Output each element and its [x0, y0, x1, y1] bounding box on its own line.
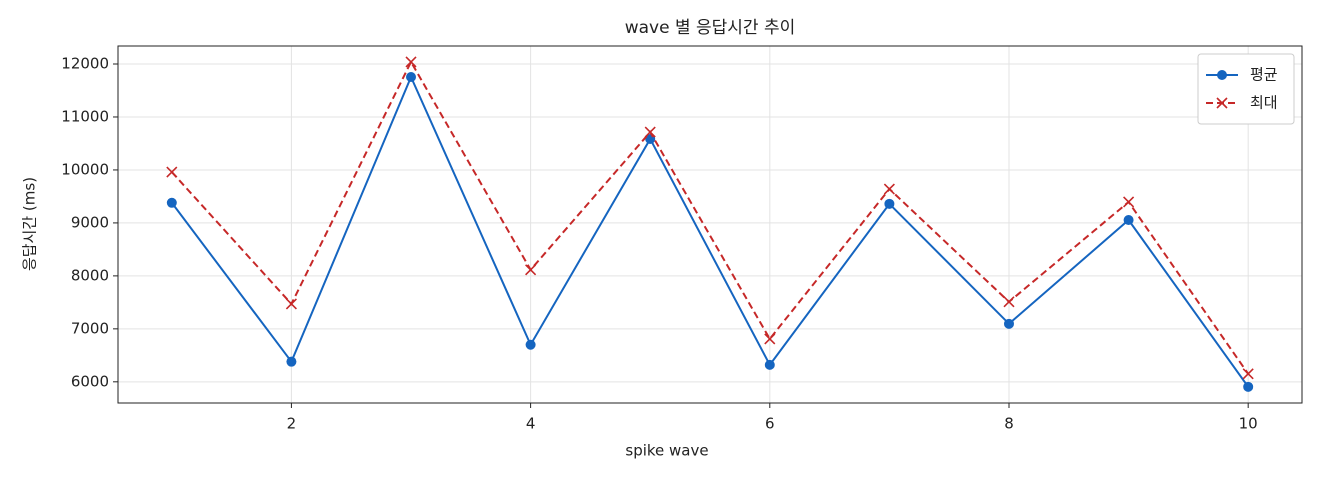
point [1003, 318, 1014, 329]
point [525, 339, 536, 350]
x-tick-label: 6 [765, 415, 775, 433]
point [764, 333, 776, 345]
point [884, 198, 895, 209]
point [406, 71, 417, 82]
chart-title: wave 별 응답시간 추이 [625, 18, 796, 38]
y-tick-label: 11000 [61, 107, 109, 125]
point [1243, 381, 1254, 392]
x-tick-label: 8 [1004, 415, 1014, 433]
x-axis-label: spike wave [625, 442, 708, 460]
point [405, 56, 417, 68]
point [883, 183, 895, 195]
series-line [171, 74, 1249, 388]
legend-box [1197, 53, 1295, 125]
legend-marker [1216, 97, 1228, 109]
y-tick-label: 6000 [71, 372, 109, 390]
point [525, 264, 537, 276]
point [764, 359, 775, 370]
point [166, 197, 177, 208]
x-tick-label: 10 [1239, 415, 1258, 433]
point [1003, 296, 1015, 308]
y-tick-label: 10000 [61, 160, 109, 178]
point [286, 356, 297, 367]
point [1242, 368, 1254, 380]
y-tick-label: 8000 [71, 266, 109, 284]
y-tick-label: 12000 [61, 55, 109, 73]
legend-marker [1217, 70, 1227, 80]
point [285, 298, 297, 310]
y-tick-label: 7000 [71, 319, 109, 337]
plot-frame [117, 45, 1303, 404]
x-tick-label: 4 [526, 415, 536, 433]
point [1123, 196, 1135, 208]
point [644, 126, 656, 138]
y-tick-label: 9000 [71, 213, 109, 231]
point [1123, 214, 1134, 225]
series-line [171, 59, 1250, 375]
legend-label: 최대 [1250, 94, 1278, 112]
x-tick-label: 2 [287, 415, 297, 433]
y-axis-label: 응답시간 (ms) [21, 177, 39, 271]
point [166, 166, 178, 178]
legend-label: 평균 [1250, 66, 1278, 84]
